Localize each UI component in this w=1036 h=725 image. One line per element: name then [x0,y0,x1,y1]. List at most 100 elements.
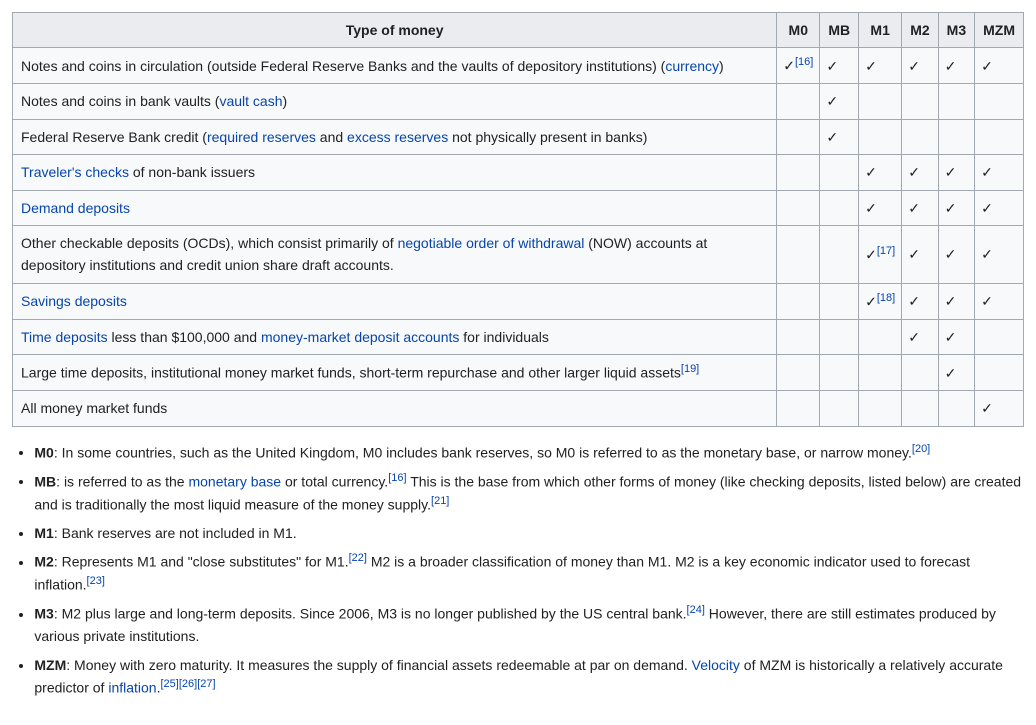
check-icon: ✓ [945,293,957,309]
col-header: Type of money [13,13,777,48]
check-cell: ✓ [975,190,1024,225]
check-cell: ✓ [902,155,938,190]
citation-link[interactable]: [21] [431,495,449,507]
check-icon: ✓ [908,293,920,309]
check-icon: ✓ [981,400,993,416]
table-row: Time deposits less than $100,000 and mon… [13,319,1024,354]
table-row: Notes and coins in circulation (outside … [13,48,1024,84]
wikilink[interactable]: Savings deposits [21,293,127,309]
citation-link[interactable]: [25] [160,678,178,690]
check-icon: ✓ [826,93,838,109]
check-cell [859,391,902,426]
term-label: MZM [34,657,66,673]
check-cell [902,84,938,119]
wikilink[interactable]: inflation [108,680,156,696]
check-icon: ✓ [945,200,957,216]
check-cell: ✓ [938,48,974,84]
check-cell [938,84,974,119]
wikilink[interactable]: Velocity [692,657,740,673]
term-label: M1 [34,525,53,541]
check-icon: ✓ [908,164,920,180]
check-cell: ✓ [975,391,1024,426]
check-cell [820,226,859,284]
definition-item: M0: In some countries, such as the Unite… [34,441,1024,464]
definition-item: M2: Represents M1 and "close substitutes… [34,550,1024,596]
check-icon: ✓ [981,200,993,216]
type-of-money-cell: Federal Reserve Bank credit (required re… [13,119,777,154]
check-icon: ✓ [826,58,838,74]
check-icon: ✓ [865,58,877,74]
check-icon: ✓ [945,164,957,180]
check-cell: ✓ [820,119,859,154]
table-row: Federal Reserve Bank credit (required re… [13,119,1024,154]
check-icon: ✓ [865,247,877,263]
check-cell [975,119,1024,154]
type-of-money-cell: Notes and coins in circulation (outside … [13,48,777,84]
type-of-money-cell: All money market funds [13,391,777,426]
wikilink[interactable]: Time deposits [21,329,108,345]
citation-link[interactable]: [20] [912,443,930,455]
wikilink[interactable]: negotiable order of withdrawal [398,235,585,251]
check-cell [938,119,974,154]
col-header: M3 [938,13,974,48]
check-cell [820,190,859,225]
definition-item: MZM: Money with zero maturity. It measur… [34,654,1024,699]
type-of-money-cell: Large time deposits, institutional money… [13,355,777,391]
check-cell: ✓[18] [859,283,902,319]
check-icon: ✓ [865,200,877,216]
wikilink[interactable]: required reserves [207,129,316,145]
check-icon: ✓ [945,58,957,74]
citation-link[interactable]: [26] [179,678,197,690]
check-cell [777,119,820,154]
col-header: MZM [975,13,1024,48]
wikilink[interactable]: vault cash [219,93,282,109]
table-row: Demand deposits✓✓✓✓ [13,190,1024,225]
check-cell [777,391,820,426]
citation-link[interactable]: [19] [681,363,699,375]
citation-link[interactable]: [17] [877,245,895,257]
citation-link[interactable]: [16] [795,56,813,68]
check-cell [902,391,938,426]
money-types-table: Type of moneyM0MBM1M2M3MZM Notes and coi… [12,12,1024,427]
check-cell [777,319,820,354]
check-cell [777,155,820,190]
check-icon: ✓ [826,129,838,145]
term-label: M2 [34,554,53,570]
wikilink[interactable]: Traveler's checks [21,164,129,180]
table-body: Notes and coins in circulation (outside … [13,48,1024,426]
type-of-money-cell: Demand deposits [13,190,777,225]
citation-link[interactable]: [22] [349,552,367,564]
type-of-money-cell: Savings deposits [13,283,777,319]
col-header: MB [820,13,859,48]
check-cell [902,355,938,391]
table-row: Savings deposits✓[18]✓✓✓ [13,283,1024,319]
wikilink[interactable]: monetary base [188,473,281,489]
type-of-money-cell: Traveler's checks of non-bank issuers [13,155,777,190]
definition-item: M3: M2 plus large and long-term deposits… [34,602,1024,647]
check-cell [777,226,820,284]
citation-link[interactable]: [16] [388,472,406,484]
check-cell: ✓ [938,190,974,225]
citation-link[interactable]: [24] [687,604,705,616]
check-cell: ✓[16] [777,48,820,84]
check-cell [975,84,1024,119]
check-cell: ✓ [859,155,902,190]
col-header: M1 [859,13,902,48]
check-cell: ✓ [938,283,974,319]
col-header: M0 [777,13,820,48]
wikilink[interactable]: currency [665,58,719,74]
wikilink[interactable]: Demand deposits [21,200,130,216]
check-cell: ✓ [938,319,974,354]
citation-link[interactable]: [27] [197,678,215,690]
table-header-row: Type of moneyM0MBM1M2M3MZM [13,13,1024,48]
table-row: Notes and coins in bank vaults (vault ca… [13,84,1024,119]
term-label: M0 [34,444,53,460]
citation-link[interactable]: [23] [87,575,105,587]
wikilink[interactable]: excess reserves [347,129,448,145]
check-cell [938,391,974,426]
check-cell [777,283,820,319]
citation-link[interactable]: [18] [877,292,895,304]
wikilink[interactable]: money-market deposit accounts [261,329,459,345]
check-icon: ✓ [981,246,993,262]
check-cell: ✓ [938,155,974,190]
